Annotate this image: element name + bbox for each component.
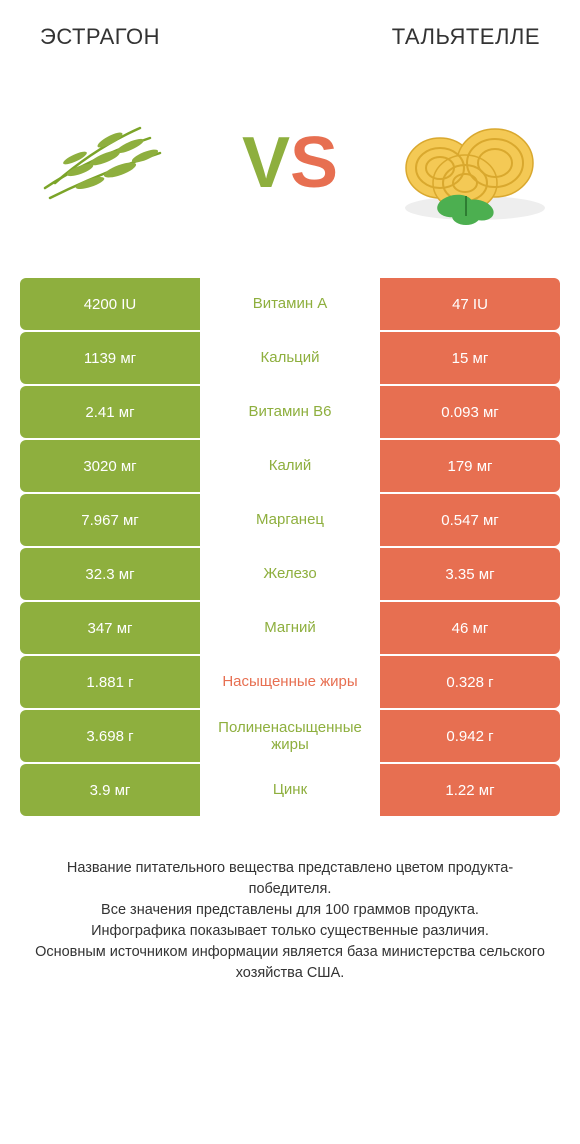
tagliatelle-image <box>380 88 550 238</box>
nutrient-row: 347 мгМагний46 мг <box>20 602 560 654</box>
title-left: ЭСТРАГОН <box>40 24 160 50</box>
vs-s: S <box>290 122 338 204</box>
nutrient-label: Кальций <box>200 332 380 384</box>
value-right: 15 мг <box>380 332 560 384</box>
value-left: 2.41 мг <box>20 386 200 438</box>
value-right: 179 мг <box>380 440 560 492</box>
nutrient-row: 32.3 мгЖелезо3.35 мг <box>20 548 560 600</box>
value-right: 0.547 мг <box>380 494 560 546</box>
nutrient-label: Калий <box>200 440 380 492</box>
value-left: 347 мг <box>20 602 200 654</box>
value-right: 46 мг <box>380 602 560 654</box>
value-right: 3.35 мг <box>380 548 560 600</box>
nutrient-row: 3.9 мгЦинк1.22 мг <box>20 764 560 816</box>
nutrient-label: Железо <box>200 548 380 600</box>
tarragon-image <box>30 88 200 238</box>
footnote-1: Название питательного вещества представл… <box>30 858 550 900</box>
footnote-2: Все значения представлены для 100 граммо… <box>30 900 550 921</box>
nutrient-label: Марганец <box>200 494 380 546</box>
value-right: 0.328 г <box>380 656 560 708</box>
vs-v: V <box>242 122 290 204</box>
nutrient-label: Витамин B6 <box>200 386 380 438</box>
nutrient-row: 4200 IUВитамин A47 IU <box>20 278 560 330</box>
nutrient-row: 1.881 гНасыщенные жиры0.328 г <box>20 656 560 708</box>
nutrient-row: 1139 мгКальций15 мг <box>20 332 560 384</box>
value-left: 3020 мг <box>20 440 200 492</box>
nutrient-row: 2.41 мгВитамин B60.093 мг <box>20 386 560 438</box>
value-left: 1139 мг <box>20 332 200 384</box>
nutrient-row: 7.967 мгМарганец0.547 мг <box>20 494 560 546</box>
value-right: 0.093 мг <box>380 386 560 438</box>
footer-notes: Название питательного вещества представл… <box>0 818 580 1004</box>
vs-label: VS <box>242 122 338 204</box>
value-left: 32.3 мг <box>20 548 200 600</box>
title-right: ТАЛЬЯТЕЛЛЕ <box>392 24 540 50</box>
value-right: 1.22 мг <box>380 764 560 816</box>
value-left: 3.9 мг <box>20 764 200 816</box>
value-left: 1.881 г <box>20 656 200 708</box>
nutrient-row: 3.698 гПолиненасыщенные жиры0.942 г <box>20 710 560 762</box>
value-left: 4200 IU <box>20 278 200 330</box>
value-left: 3.698 г <box>20 710 200 762</box>
nutrient-label: Насыщенные жиры <box>200 656 380 708</box>
nutrient-label: Цинк <box>200 764 380 816</box>
hero: VS <box>0 58 580 278</box>
value-right: 47 IU <box>380 278 560 330</box>
nutrient-label: Полиненасыщенные жиры <box>200 710 380 762</box>
nutrient-row: 3020 мгКалий179 мг <box>20 440 560 492</box>
comparison-table: 4200 IUВитамин A47 IU1139 мгКальций15 мг… <box>0 278 580 816</box>
nutrient-label: Витамин A <box>200 278 380 330</box>
nutrient-label: Магний <box>200 602 380 654</box>
footnote-3: Инфографика показывает только существенн… <box>30 921 550 942</box>
footnote-4: Основным источником информации является … <box>30 942 550 984</box>
header: ЭСТРАГОН ТАЛЬЯТЕЛЛЕ <box>0 0 580 58</box>
value-left: 7.967 мг <box>20 494 200 546</box>
value-right: 0.942 г <box>380 710 560 762</box>
